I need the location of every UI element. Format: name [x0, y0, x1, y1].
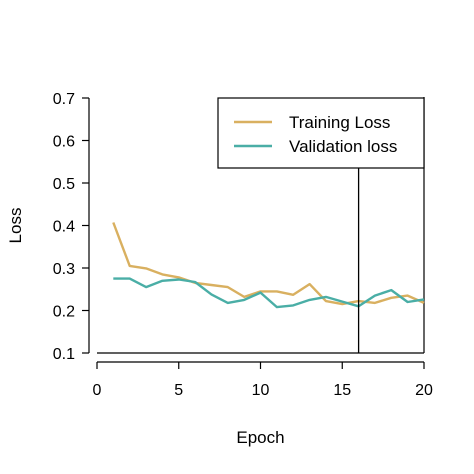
axes: 0 5 10 15 20 0.1 0.2 0.3 0.4 0.5 0.6 0.7: [53, 91, 433, 399]
legend-box: [217, 97, 425, 169]
y-tick-label: 0.4: [53, 219, 75, 236]
y-tick-label: 0.3: [53, 261, 75, 278]
legend-entry-label: Validation loss: [289, 137, 397, 156]
series-line-training-loss: [112, 222, 425, 306]
x-tick-label: 5: [174, 382, 183, 399]
y-axis-label: Loss: [6, 208, 25, 244]
y-tick-label: 0.6: [53, 134, 75, 151]
x-tick-label: 10: [252, 382, 270, 399]
x-tick-label: 20: [415, 382, 433, 399]
y-tick-label: 0.7: [53, 91, 75, 108]
y-tick-label: 0.2: [53, 304, 75, 321]
y-tick-label: 0.1: [53, 346, 75, 363]
x-axis-label: Epoch: [236, 428, 284, 447]
legend: Training Loss Validation loss: [217, 97, 425, 169]
series-line-validation-loss: [113, 277, 425, 309]
series-layer: [112, 222, 425, 309]
legend-entry-label: Training Loss: [289, 113, 390, 132]
y-tick-label: 0.5: [53, 176, 75, 193]
x-tick-label: 15: [333, 382, 351, 399]
x-tick-label: 0: [93, 382, 102, 399]
